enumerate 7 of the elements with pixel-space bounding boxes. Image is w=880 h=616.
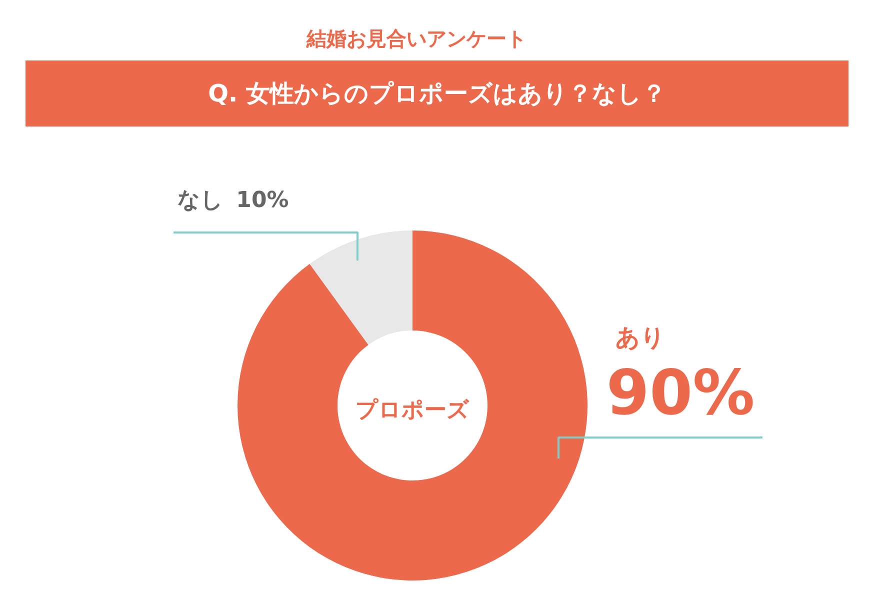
text: プロポーズ — [356, 398, 470, 423]
chart-subtitle: Q. 女性からのプロポーズはあり？なし？ — [208, 80, 666, 108]
slice-label: あり — [616, 324, 666, 352]
slice-label: なし — [178, 188, 224, 213]
chart-title: 結婚お見合いアンケート — [306, 26, 526, 50]
data-label: 90% — [606, 356, 755, 429]
data-label: 10% — [236, 188, 289, 213]
